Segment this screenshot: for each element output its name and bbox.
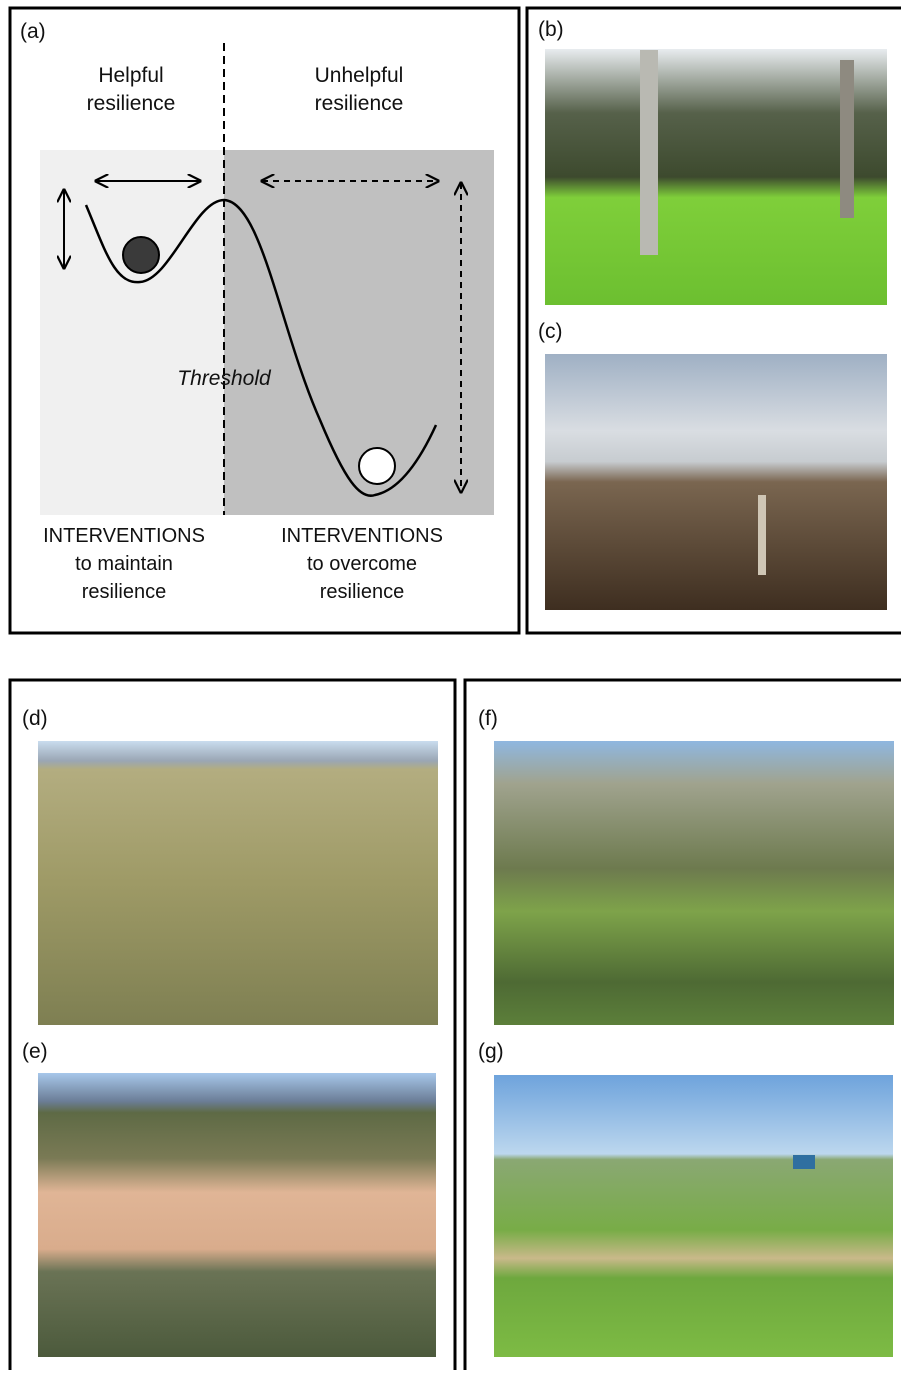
caption: INTERVENTIONS	[281, 525, 443, 547]
stable-zone	[40, 150, 224, 515]
caption: to overcome	[307, 553, 417, 575]
photo-grassland	[38, 741, 438, 1025]
panel-label: (c)	[538, 320, 563, 343]
panel-label: (f)	[478, 707, 498, 730]
heading: Helpful	[98, 64, 163, 87]
caption: resilience	[82, 581, 166, 603]
photo-pasture	[494, 1075, 893, 1357]
ball-state-2	[359, 448, 395, 484]
caption: to maintain	[75, 553, 173, 575]
ball-state-1	[123, 237, 159, 273]
photo-woodland	[545, 49, 887, 305]
heading: resilience	[87, 92, 176, 115]
figure: (a) Helpful resilience Unhelpful resilie…	[0, 0, 901, 1370]
photo-shrubland	[38, 1073, 436, 1357]
photo-dead-wetland	[545, 354, 887, 610]
panel-label: (a)	[20, 20, 46, 43]
caption: INTERVENTIONS	[43, 525, 205, 547]
panel-label: (b)	[538, 18, 564, 41]
photo-swamp	[494, 741, 894, 1025]
panel-label: (g)	[478, 1040, 504, 1063]
heading: Unhelpful	[315, 64, 404, 87]
heading: resilience	[315, 92, 404, 115]
caption: resilience	[320, 581, 404, 603]
threshold-label: Threshold	[177, 367, 272, 390]
panel-label: (e)	[22, 1040, 48, 1063]
panel-label: (d)	[22, 707, 48, 730]
